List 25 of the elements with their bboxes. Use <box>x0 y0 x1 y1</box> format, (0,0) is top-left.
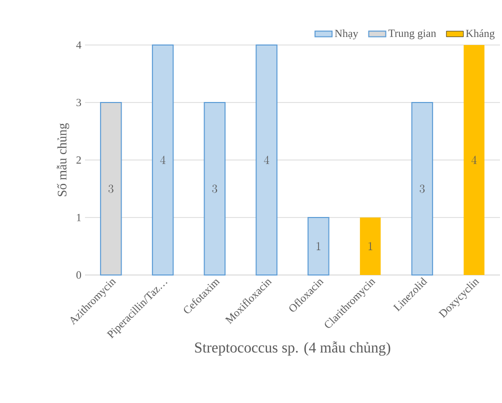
data-label: 1 <box>316 242 320 250</box>
bar <box>204 102 226 276</box>
bar <box>152 44 174 276</box>
bar <box>464 45 484 275</box>
data-label: 3 <box>108 184 114 193</box>
legend-label: Nhạy <box>334 29 358 40</box>
data-label: 4 <box>471 156 477 164</box>
y-tick-label: 3 <box>76 98 82 106</box>
bar <box>256 44 278 276</box>
legend-label: Trung gian <box>388 30 436 40</box>
y-tick-label: 2 <box>76 156 81 164</box>
bar <box>411 102 434 276</box>
y-tick-label: 1 <box>76 214 81 222</box>
y-tick-label: 4 <box>76 41 82 49</box>
data-label: 3 <box>212 184 218 193</box>
data-label: 4 <box>160 156 166 164</box>
x-axis-title: Streptococcus sp. (4 mẫu chủng) <box>195 341 390 356</box>
data-label: 3 <box>420 184 425 193</box>
bar <box>360 218 381 275</box>
y-tick-label: 0 <box>76 271 82 279</box>
data-label: 1 <box>368 242 372 250</box>
legend-label: Kháng <box>466 29 495 40</box>
data-label: 4 <box>264 156 270 164</box>
y-axis-title: Số mẫu chủng <box>56 123 70 196</box>
bar <box>308 217 330 276</box>
